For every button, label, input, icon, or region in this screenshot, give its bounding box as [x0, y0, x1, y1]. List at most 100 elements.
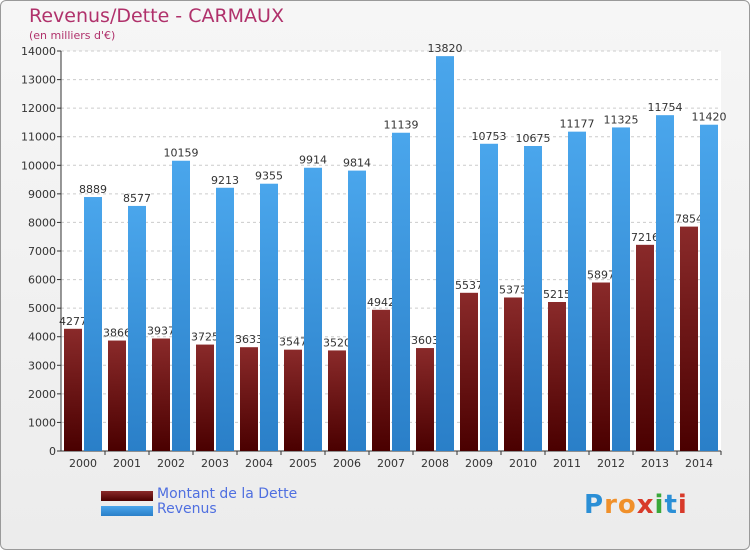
data-label-dette: 5897 — [587, 269, 615, 282]
logo-letter: P — [584, 490, 605, 520]
y-tick-label: 5000 — [28, 302, 56, 315]
x-tick-label: 2014 — [685, 457, 713, 470]
x-tick-label: 2000 — [69, 457, 97, 470]
bar-dette — [636, 244, 654, 451]
logo-letter: i — [677, 490, 688, 520]
data-label-dette: 3547 — [279, 336, 307, 349]
data-label-revenus: 9814 — [343, 157, 371, 170]
bar-revenus — [128, 205, 146, 451]
data-label-dette: 7216 — [631, 231, 659, 244]
data-label-revenus: 11139 — [384, 119, 419, 132]
bar-dette — [108, 340, 126, 451]
y-tick-label: 9000 — [28, 188, 56, 201]
data-label-revenus: 9213 — [211, 174, 239, 187]
x-tick-label: 2008 — [421, 457, 449, 470]
chart-title: Revenus/Dette - CARMAUX — [29, 5, 284, 27]
bar-revenus — [392, 132, 410, 451]
legend-swatch-dette — [101, 491, 153, 501]
bar-dette — [64, 328, 82, 451]
x-tick-label: 2003 — [201, 457, 229, 470]
bar-revenus — [700, 124, 718, 451]
x-tick-label: 2012 — [597, 457, 625, 470]
bar-revenus — [172, 160, 190, 451]
bar-dette — [284, 349, 302, 451]
data-label-revenus: 10159 — [164, 147, 199, 160]
y-tick-label: 13000 — [21, 74, 56, 87]
data-label-dette: 3725 — [191, 331, 219, 344]
bar-revenus — [304, 167, 322, 451]
bar-revenus — [84, 197, 102, 451]
data-label-dette: 5537 — [455, 279, 483, 292]
y-tick-label: 11000 — [21, 131, 56, 144]
logo-letter: x — [636, 490, 655, 520]
x-tick-label: 2004 — [245, 457, 273, 470]
data-label-revenus: 11325 — [604, 113, 639, 126]
x-tick-label: 2005 — [289, 457, 317, 470]
bar-revenus — [216, 187, 234, 451]
bar-revenus — [656, 115, 674, 452]
data-label-dette: 3937 — [147, 325, 175, 338]
y-tick-label: 2000 — [28, 388, 56, 401]
data-label-dette: 5373 — [499, 283, 527, 296]
bar-dette — [152, 338, 170, 451]
logo-letter: i — [654, 490, 665, 520]
y-tick-label: 10000 — [21, 159, 56, 172]
bar-revenus — [436, 56, 454, 452]
y-tick-label: 8000 — [28, 216, 56, 229]
logo-letter: o — [617, 490, 637, 520]
x-tick-label: 2007 — [377, 457, 405, 470]
data-label-dette: 7854 — [675, 213, 703, 226]
bar-dette — [592, 282, 610, 451]
data-label-dette: 4942 — [367, 296, 395, 309]
proxiti-logo: Proxiti — [584, 490, 688, 520]
y-tick-label: 1000 — [28, 416, 56, 429]
bar-dette — [372, 309, 390, 451]
y-tick-label: 3000 — [28, 359, 56, 372]
y-tick-label: 14000 — [21, 45, 56, 58]
x-tick-label: 2002 — [157, 457, 185, 470]
data-label-revenus: 9355 — [255, 170, 283, 183]
x-tick-label: 2001 — [113, 457, 141, 470]
bar-dette — [504, 297, 522, 451]
data-label-revenus: 11754 — [648, 101, 683, 114]
legend-label-dette: Montant de la Dette — [157, 486, 298, 502]
y-tick-label: 7000 — [28, 245, 56, 258]
x-tick-label: 2009 — [465, 457, 493, 470]
data-label-revenus: 9914 — [299, 154, 327, 167]
data-label-revenus: 11177 — [560, 118, 595, 131]
bar-revenus — [524, 146, 542, 451]
x-tick-label: 2010 — [509, 457, 537, 470]
y-tick-label: 4000 — [28, 331, 56, 344]
x-tick-label: 2006 — [333, 457, 361, 470]
data-label-revenus: 13820 — [428, 42, 463, 55]
data-label-dette: 4277 — [59, 315, 87, 328]
data-label-dette: 3603 — [411, 334, 439, 347]
y-tick-label: 0 — [49, 445, 56, 458]
bar-dette — [680, 226, 698, 451]
data-label-revenus: 10753 — [472, 130, 507, 143]
data-label-dette: 3866 — [103, 327, 131, 340]
bar-dette — [240, 347, 258, 451]
chart-subtitle: (en milliers d'€) — [29, 29, 116, 42]
bar-dette — [416, 348, 434, 451]
x-tick-label: 2013 — [641, 457, 669, 470]
logo-letter: t — [664, 490, 678, 520]
data-label-dette: 3633 — [235, 333, 263, 346]
bar-dette — [328, 350, 346, 451]
bar-dette — [548, 302, 566, 451]
bar-revenus — [612, 127, 630, 451]
bar-dette — [196, 344, 214, 451]
legend-swatch-revenus — [101, 506, 153, 516]
x-tick-label: 2011 — [553, 457, 581, 470]
bar-revenus — [568, 131, 586, 451]
bar-revenus — [480, 143, 498, 451]
legend-label-revenus: Revenus — [157, 501, 217, 517]
bar-dette — [460, 292, 478, 451]
data-label-revenus: 8577 — [123, 192, 151, 205]
bar-revenus — [348, 170, 366, 451]
logo-letter: r — [604, 490, 618, 520]
y-tick-label: 6000 — [28, 274, 56, 287]
data-label-dette: 5215 — [543, 288, 571, 301]
